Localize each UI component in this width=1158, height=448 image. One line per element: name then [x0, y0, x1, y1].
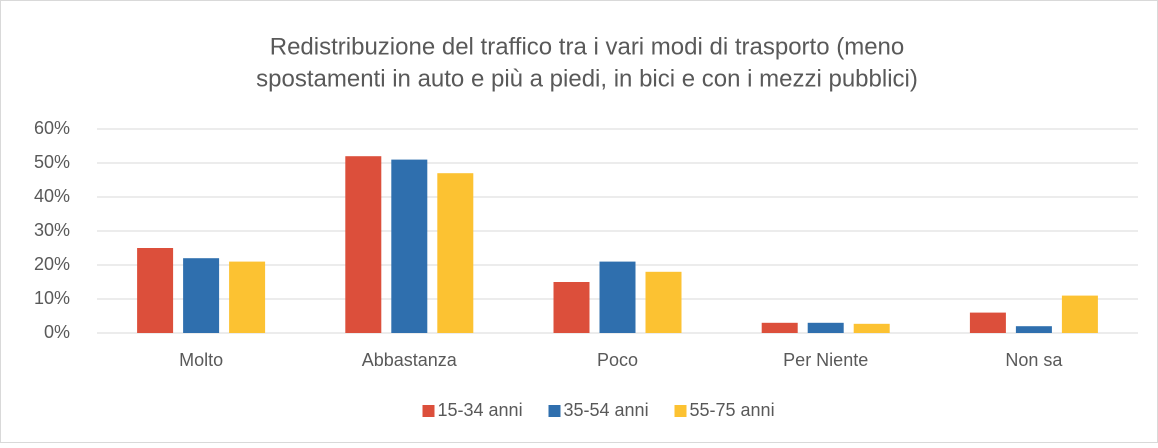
y-tick-label: 40% [34, 186, 70, 206]
y-tick-label: 20% [34, 254, 70, 274]
y-tick-label: 60% [34, 118, 70, 138]
bar [391, 159, 428, 333]
chart-title: spostamenti in auto e più a piedi, in bi… [256, 65, 918, 92]
bar [761, 322, 798, 333]
y-tick-label: 0% [44, 322, 70, 342]
bar [645, 271, 682, 333]
x-tick-label: Non sa [1005, 350, 1063, 370]
bar [345, 156, 382, 333]
bar [969, 312, 1006, 333]
bar [599, 261, 636, 333]
chart-title: Redistribuzione del traffico tra i vari … [270, 33, 905, 60]
bar [137, 248, 174, 333]
legend-label: 35-54 anni [564, 400, 649, 420]
legend-swatch [674, 405, 687, 417]
x-tick-label: Abbastanza [362, 350, 458, 370]
bar [1061, 295, 1098, 333]
bar [183, 258, 220, 333]
bar [1015, 326, 1052, 333]
bar [437, 173, 474, 333]
x-tick-label: Poco [597, 350, 638, 370]
y-tick-label: 30% [34, 220, 70, 240]
bar [229, 261, 266, 333]
legend-swatch [422, 405, 435, 417]
x-tick-label: Per Niente [783, 350, 868, 370]
bar [807, 322, 844, 333]
y-tick-label: 10% [34, 288, 70, 308]
legend-label: 15-34 anni [438, 400, 523, 420]
bar [853, 323, 890, 333]
x-tick-label: Molto [179, 350, 223, 370]
bar [553, 282, 590, 333]
legend-label: 55-75 anni [690, 400, 775, 420]
legend-swatch [548, 405, 561, 417]
y-tick-label: 50% [34, 152, 70, 172]
